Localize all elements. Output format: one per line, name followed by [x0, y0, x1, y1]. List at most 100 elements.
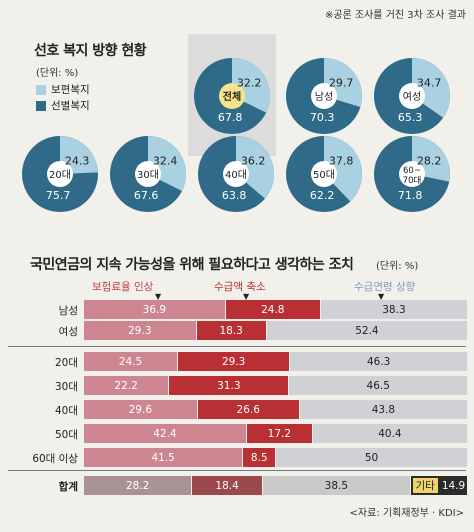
bar-reduction: 24.8	[225, 300, 320, 319]
pie-5-group-label: 40대	[225, 169, 247, 181]
pie-3-center-disc	[47, 161, 73, 187]
pie-7-group-label: 60~ 70대	[403, 166, 422, 186]
pie-4-center-disc	[135, 161, 161, 187]
header-premium: 보험료율 인상	[92, 281, 154, 293]
legend-item-selective: 선별복지	[36, 98, 90, 113]
pie-6-slice-universal	[324, 136, 362, 202]
bar-reduction: 18.3	[196, 321, 266, 340]
bar-value: 28.2	[125, 479, 150, 492]
row-label: 여성	[58, 326, 78, 338]
bar-value: 42.4	[153, 427, 177, 440]
pie-7-value-selective: 71.8	[398, 189, 423, 202]
pie-3-value-universal: 24.3	[65, 155, 90, 168]
row-label: 30대	[54, 381, 78, 393]
source-note: <자료: 기획재정부 · KDI>	[349, 508, 464, 519]
pie-6-group-label: 50대	[313, 169, 335, 181]
bar-premium: 41.5	[84, 448, 243, 467]
bar-premium: 36.9	[84, 300, 225, 319]
bar-value: 38.3	[382, 303, 406, 316]
pie-6-value-universal: 37.8	[329, 155, 354, 168]
pie-5-value-selective: 63.8	[222, 189, 247, 202]
bar-reduction: 18.4	[192, 476, 262, 495]
bar-value: 29.3	[221, 355, 246, 368]
pie-6-value-selective: 62.2	[310, 189, 335, 202]
bar-reduction: 8.5	[243, 448, 275, 467]
bar-value: 29.6	[128, 403, 153, 416]
row-label: 50대	[54, 429, 78, 441]
bar-age: 50	[276, 448, 467, 467]
pie-1-value-selective: 70.3	[310, 111, 335, 124]
pie-6-center-disc	[311, 161, 337, 187]
pie-2-group-label: 여성	[403, 91, 421, 103]
pie-7-value-universal: 28.2	[417, 155, 442, 168]
legend-swatch-selective	[36, 100, 46, 111]
header-age: 수급연령 상향	[354, 281, 416, 293]
bar-value: 36.9	[142, 303, 167, 316]
pie-0-value-universal: 32.2	[237, 77, 262, 90]
bar-other: 기타 14.9	[410, 476, 467, 495]
row-label: 40대	[54, 405, 78, 417]
bar-age: 52.4	[266, 321, 467, 340]
bar-age: 46.3	[290, 352, 467, 371]
bar-premium: 42.4	[84, 424, 246, 443]
legend-item-universal: 보편복지	[36, 82, 90, 97]
divider-age-total	[8, 470, 466, 471]
pie-0-value-selective: 67.8	[218, 111, 243, 124]
bar-value: 40.4	[378, 427, 402, 440]
bar-premium: 24.5	[84, 352, 177, 371]
pie-0-center-disc	[219, 83, 245, 109]
pie-2-slice-universal	[412, 58, 450, 118]
pie-5-value-universal: 36.2	[241, 155, 266, 168]
pie-1-center-disc	[311, 83, 337, 109]
pie-5-center-disc	[223, 161, 249, 187]
bar-value: 18.4	[215, 479, 239, 492]
row-label: 남성	[58, 305, 78, 317]
bar-age: 46.5	[289, 376, 467, 395]
row-label: 합계	[58, 481, 78, 493]
bar-premium: 29.6	[84, 400, 197, 419]
bar-reduction: 26.6	[197, 400, 299, 419]
pie-3-group-label: 20대	[49, 169, 71, 181]
welfare-title: 선호 복지 방향 현황	[34, 43, 147, 59]
bar-value: 24.5	[118, 355, 143, 368]
bar-value: 31.3	[217, 379, 241, 392]
row-label: 20대	[54, 357, 78, 369]
pie-1-value-universal: 29.7	[329, 77, 354, 90]
bar-value: 52.4	[355, 324, 379, 337]
bar-value: 41.5	[151, 451, 175, 464]
bar-premium: 28.2	[84, 476, 192, 495]
bar-value: 46.5	[366, 379, 390, 392]
pension-unit: (단위: %)	[376, 261, 419, 272]
header-reduction-marker: ▼	[243, 292, 250, 301]
pie-1-group-label: 남성	[315, 91, 333, 103]
legend-label-universal: 보편복지	[51, 84, 90, 96]
bar-value: 22.2	[114, 379, 138, 392]
header-age-marker: ▼	[378, 292, 385, 301]
bar-value: 46.3	[366, 355, 391, 368]
welfare-unit: (단위: %)	[36, 68, 79, 79]
other-label: 기타	[412, 478, 438, 493]
survey-note: ※공론 조사를 거친 3차 조사 결과	[324, 10, 466, 21]
bar-age: 43.8	[299, 400, 467, 419]
bar-reduction: 17.2	[246, 424, 312, 443]
pie-0-group-label: 전체	[223, 90, 241, 103]
pie-4-value-universal: 32.4	[153, 155, 178, 168]
bar-value: 8.5	[250, 451, 268, 464]
bar-premium: 29.3	[84, 321, 196, 340]
row-label: 60대 이상	[32, 453, 78, 465]
bar-value: 14.9	[441, 479, 466, 492]
bar-value: 17.2	[267, 427, 292, 440]
bar-age: 38.5	[262, 476, 410, 495]
pie-4-group-label: 30대	[137, 169, 159, 181]
bar-value: 18.3	[219, 324, 243, 337]
pie-2-center-disc	[399, 83, 425, 109]
bar-age: 38.3	[320, 300, 467, 319]
bar-value: 50	[364, 451, 379, 464]
legend-swatch-universal	[36, 84, 46, 95]
bar-value: 24.8	[261, 303, 285, 316]
pie-2-value-universal: 34.7	[417, 77, 442, 90]
bar-reduction: 29.3	[177, 352, 290, 371]
header-reduction: 수급액 축소	[214, 281, 266, 293]
bar-value: 38.5	[324, 479, 349, 492]
bar-premium: 22.2	[84, 376, 169, 395]
